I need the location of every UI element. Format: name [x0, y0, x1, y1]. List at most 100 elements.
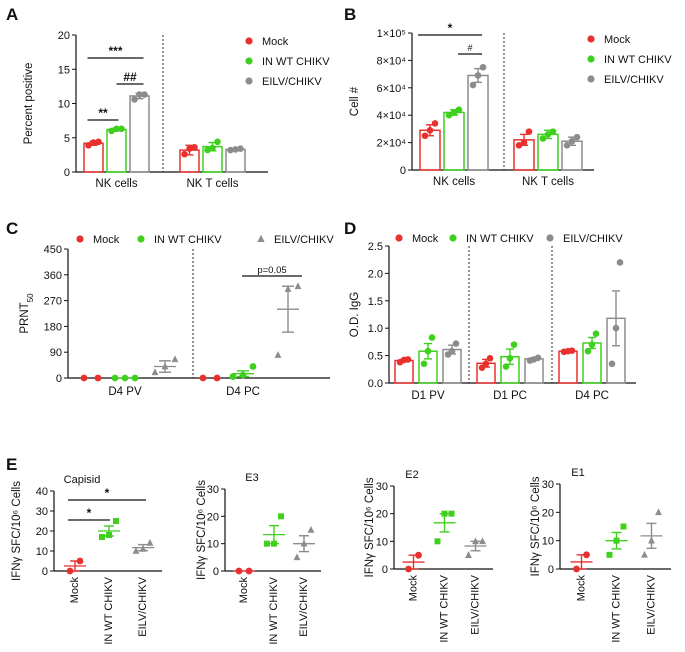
x-category-label: Mock: [408, 575, 420, 602]
data-point: [99, 534, 105, 540]
data-point: [568, 347, 576, 354]
data-point: [465, 551, 472, 558]
y-tick-label: 450: [44, 244, 62, 256]
data-point: [232, 146, 239, 153]
data-point: [274, 351, 282, 358]
x-category-label: NK T cells: [522, 176, 574, 188]
data-point: [592, 330, 600, 337]
data-point: [278, 513, 284, 520]
panel-label-c: C: [6, 219, 18, 238]
data-point: [539, 135, 547, 142]
y-tick-label: 5: [64, 133, 70, 145]
y-tick-label: 6×10⁴: [376, 83, 406, 95]
data-point: [520, 139, 528, 146]
y-axis-label: IFNγ SFC/10⁶ Cells: [530, 476, 542, 576]
data-point: [227, 146, 234, 154]
data-point: [136, 91, 143, 98]
chart-title: E2: [405, 469, 418, 481]
x-category-label: Mock: [238, 577, 250, 604]
data-point: [428, 334, 436, 341]
panel-label-e: E: [6, 455, 17, 474]
chart-title: Capisid: [64, 474, 101, 486]
data-point: [95, 138, 102, 146]
data-point: [506, 355, 514, 362]
data-point: [237, 145, 244, 153]
data-point: [294, 282, 302, 290]
chart-d: 0.0 0.5 1.0 1.5 2.0 2.5 O.D. IgG D1 PV D1 PC D4 P…: [349, 233, 636, 402]
x-category-label: D4 PC: [226, 386, 260, 398]
y-axis-label: O.D. IgG: [349, 292, 361, 337]
data-point: [448, 510, 455, 517]
data-point: [445, 111, 453, 119]
data-point: [214, 138, 221, 146]
x-category-label: NK cells: [433, 176, 475, 188]
x-category-label: IN WT CHIKV: [103, 576, 115, 644]
data-point: [132, 547, 140, 554]
data-point: [568, 137, 576, 145]
data-point: [293, 553, 301, 561]
data-point: [131, 96, 138, 103]
data-point: [455, 106, 463, 114]
data-point: [549, 128, 557, 135]
data-point: [209, 144, 216, 152]
significance-label: p=0.05: [257, 265, 286, 276]
x-category-label: EILV/CHIKV: [646, 574, 658, 634]
data-point: [534, 354, 542, 362]
data-point: [80, 374, 88, 382]
legend-entry: IN WT CHIKV: [154, 234, 222, 246]
data-point: [199, 374, 207, 382]
data-point: [448, 347, 456, 355]
data-point: [612, 324, 620, 332]
y-tick-label: 2×10⁴: [376, 138, 406, 150]
data-point: [204, 146, 211, 154]
significance-label: *: [105, 486, 110, 500]
data-point: [431, 120, 439, 127]
x-category-label: EILV/CHIKV: [470, 574, 482, 634]
data-point: [620, 523, 627, 530]
legend-entry: Mock: [262, 36, 289, 48]
legend-entry: Mock: [93, 234, 120, 246]
significance-label: **: [98, 106, 108, 120]
y-tick-label: 30: [207, 484, 219, 496]
x-category-label: EILV/CHIKV: [298, 576, 310, 636]
data-point: [587, 55, 595, 63]
legend-entry: EILV/CHIKV: [274, 234, 334, 246]
data-point: [307, 526, 315, 533]
y-tick-label: 40: [36, 486, 48, 498]
y-axis-label: IFNγ SFC/10⁶ Cells: [196, 480, 208, 580]
data-point: [426, 126, 434, 134]
y-tick-label: 2.5: [368, 241, 383, 253]
y-tick-label: 30: [36, 506, 48, 518]
data-point: [588, 341, 596, 348]
data-point: [137, 235, 145, 243]
data-point: [641, 550, 648, 558]
y-tick-label: 0.0: [368, 378, 383, 390]
x-category-label: IN WT CHIKV: [268, 576, 280, 644]
data-point: [525, 128, 533, 135]
y-tick-label: 0: [64, 167, 70, 179]
data-point: [186, 145, 193, 153]
data-point: [587, 75, 595, 83]
y-tick-label: 10: [207, 539, 219, 551]
y-tick-label: 1.5: [368, 296, 383, 308]
data-point: [424, 347, 432, 355]
y-axis-label: Cell #: [349, 86, 361, 116]
chart-title: E3: [245, 472, 258, 484]
y-tick-label: 270: [44, 296, 62, 308]
y-tick-label: 0: [42, 566, 48, 578]
data-point: [118, 125, 125, 133]
data-point: [479, 537, 486, 545]
bar: [467, 74, 489, 171]
data-point: [94, 374, 102, 382]
y-tick-label: 15: [58, 64, 70, 76]
y-tick-label: 30: [542, 479, 554, 491]
legend-entry: Mock: [604, 34, 631, 46]
y-axis-label: IFNγ SFC/10⁶ Cells: [364, 477, 376, 577]
chart-b: 0 2×10⁴ 4×10⁴ 6×10⁴ 8×10⁴ 1×10⁵ NK cells NK T c…: [349, 21, 672, 188]
data-point: [584, 347, 592, 355]
x-category-label: Mock: [69, 577, 81, 604]
y-tick-label: 180: [44, 321, 62, 333]
x-category-label: D1 PV: [411, 390, 445, 402]
data-point: [606, 551, 613, 558]
